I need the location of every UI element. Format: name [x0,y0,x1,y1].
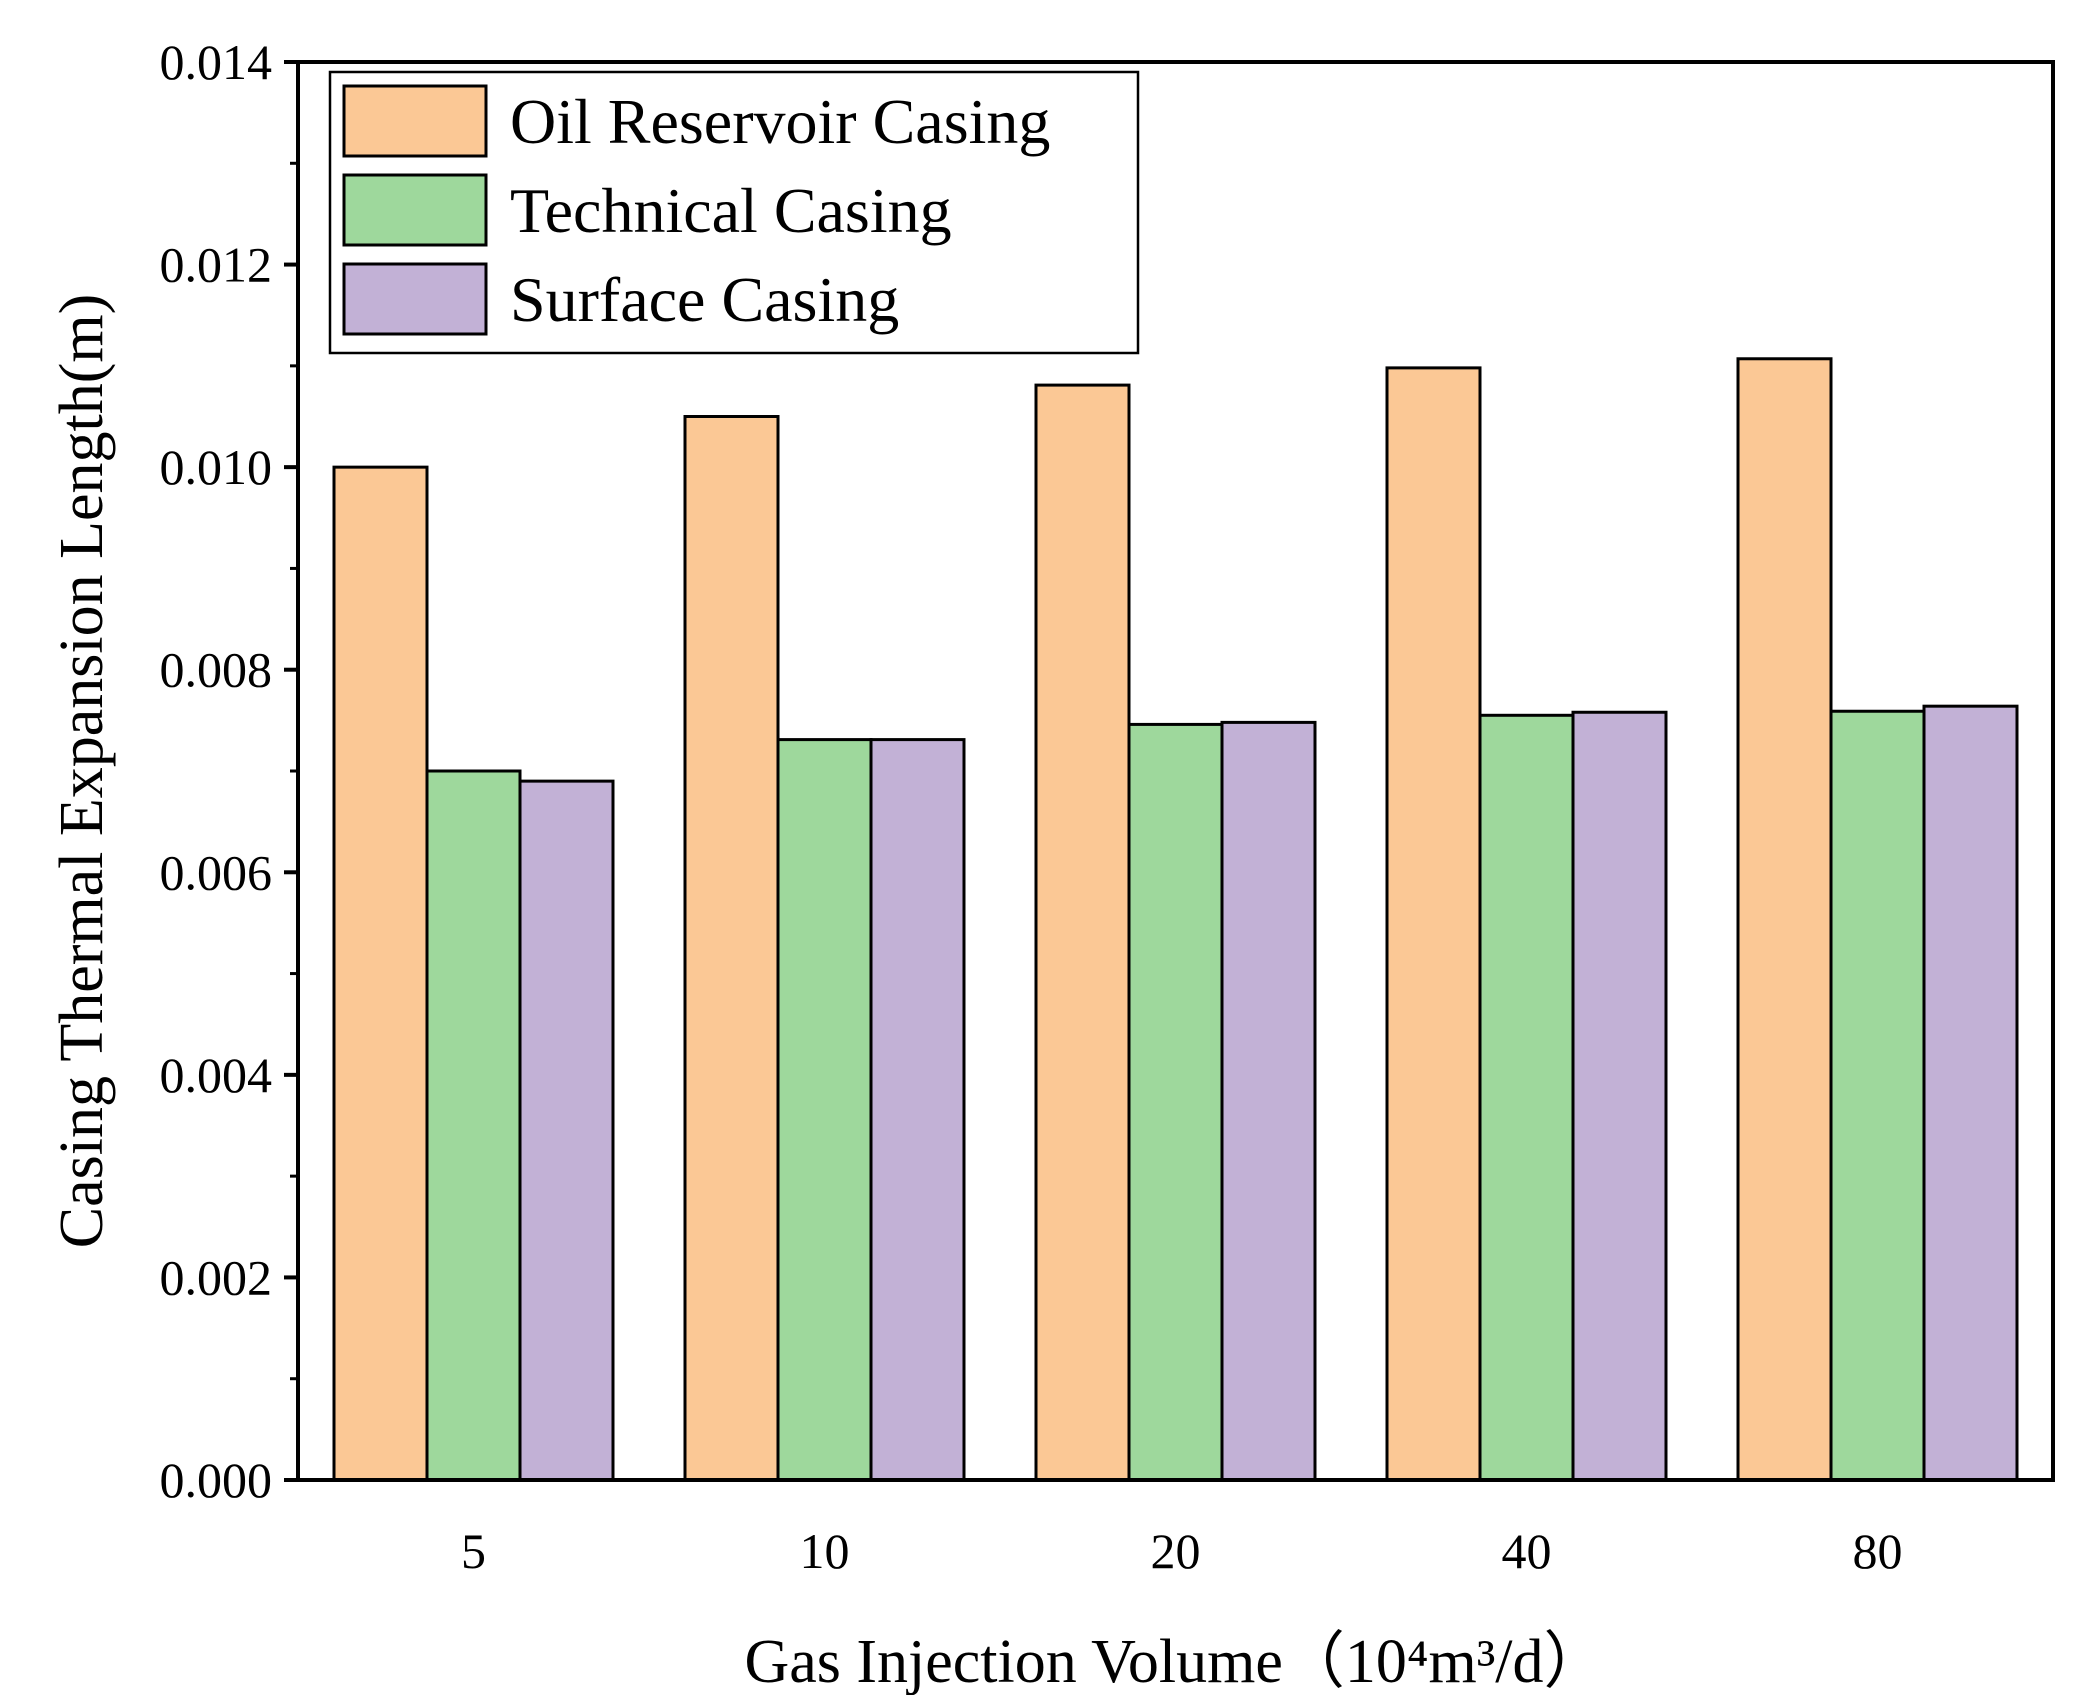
y-axis: 0.000 0.002 0.004 0.006 0.008 0.010 0.012 0.014 [160,34,298,1508]
bar-surface-casing-5 [518,779,615,1482]
x-tick-label: 20 [1151,1523,1201,1579]
y-axis-title: Casing Thermal Expansion Length(m) [48,294,116,1249]
y-tick-label: 0.002 [160,1249,273,1305]
bar-oil-reservoir-casing-80 [1736,357,1833,1482]
legend-swatch-oil-reservoir-casing [342,84,488,158]
x-tick-label: 80 [1853,1523,1903,1579]
bar-technical-casing-10 [776,738,873,1482]
x-axis: 5 10 20 40 80 [461,1523,1903,1579]
bar-surface-casing-40 [1571,710,1668,1482]
bar-oil-reservoir-casing-40 [1385,366,1482,1482]
bar-surface-casing-10 [869,738,966,1482]
y-tick-label: 0.010 [160,439,273,495]
x-tick-label: 40 [1502,1523,1552,1579]
legend-swatch-technical-casing [342,173,488,247]
bar-oil-reservoir-casing-5 [332,465,429,1482]
legend-swatch-surface-casing [342,262,488,336]
bar-oil-reservoir-casing-20 [1034,383,1131,1482]
bar-technical-casing-20 [1127,722,1224,1482]
y-tick-label: 0.014 [160,34,273,90]
x-tick-label: 5 [461,1523,486,1579]
bar-surface-casing-80 [1922,704,2019,1482]
bar-technical-casing-40 [1478,713,1575,1482]
y-tick-label: 0.006 [160,844,273,900]
bar-surface-casing-20 [1220,720,1317,1482]
y-tick-label: 0.004 [160,1047,273,1103]
y-tick-label: 0.012 [160,237,273,293]
x-tick-label: 10 [800,1523,850,1579]
legend-label: Oil Reservoir Casing [510,86,1050,157]
bar-technical-casing-80 [1829,709,1926,1482]
bar-oil-reservoir-casing-10 [683,415,780,1482]
y-tick-label: 0.000 [160,1452,273,1508]
legend-label: Technical Casing [510,175,952,246]
x-axis-title: Gas Injection Volume（10⁴m³/d） [744,1628,1605,1695]
legend-label: Surface Casing [510,264,899,335]
bars-layer [332,357,2019,1482]
y-tick-label: 0.008 [160,642,273,698]
bar-technical-casing-5 [425,769,522,1482]
legend: Oil Reservoir Casing Technical Casing Surf… [328,70,1140,355]
